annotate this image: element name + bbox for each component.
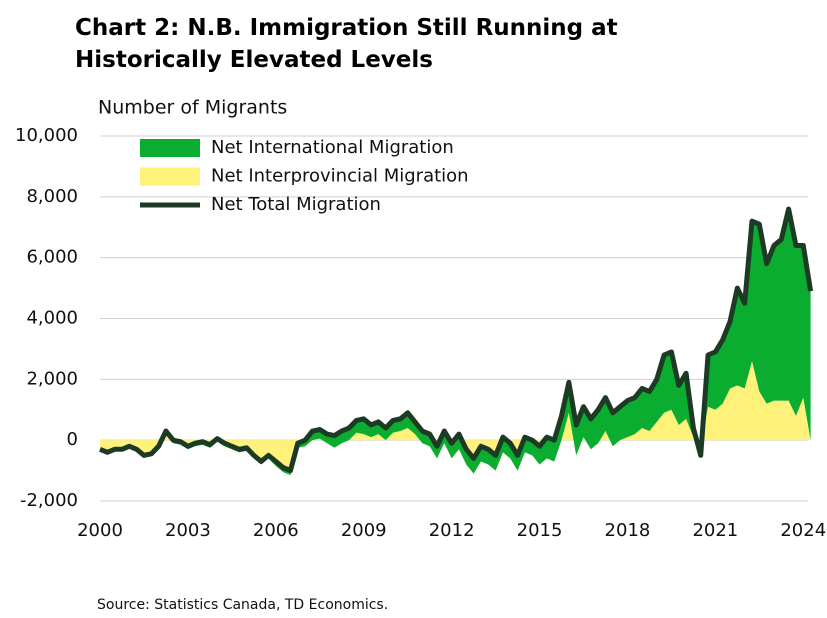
legend-label: Net Total Migration bbox=[211, 194, 381, 215]
area bbox=[100, 361, 811, 476]
y-axis-label: Number of Migrants bbox=[98, 97, 287, 119]
x-tick-label: 2015 bbox=[517, 520, 563, 541]
y-tick-label: 2,000 bbox=[26, 368, 78, 389]
x-tick-label: 2000 bbox=[77, 520, 123, 541]
chart-title: Chart 2: N.B. Immigration Still Running … bbox=[75, 15, 618, 73]
y-tick-label: 10,000 bbox=[15, 125, 78, 146]
line bbox=[99, 206, 814, 474]
y-tick-label: 0 bbox=[67, 429, 78, 450]
legend-label: Net International Migration bbox=[211, 137, 454, 158]
x-tick-label: 2009 bbox=[341, 520, 387, 541]
x-tick-label: 2012 bbox=[429, 520, 475, 541]
x-tick-label: 2006 bbox=[253, 520, 299, 541]
source: Source: Statistics Canada, TD Economics. bbox=[97, 597, 388, 613]
legend-label: Net Interprovincial Migration bbox=[211, 166, 469, 187]
x-tick-label: 2003 bbox=[165, 520, 211, 541]
y-tick-label: 6,000 bbox=[26, 247, 78, 268]
y-tick-label: 4,000 bbox=[26, 308, 78, 329]
y-tick-label: -2,000 bbox=[20, 490, 78, 511]
area bbox=[100, 209, 811, 476]
x-tick-label: 2018 bbox=[605, 520, 651, 541]
legend-swatch bbox=[140, 167, 200, 186]
x-tick-label: 2021 bbox=[692, 520, 738, 541]
x-tick-label: 2024 bbox=[780, 520, 826, 541]
y-tick-label: 8,000 bbox=[26, 186, 78, 207]
legend-swatch bbox=[140, 139, 200, 157]
